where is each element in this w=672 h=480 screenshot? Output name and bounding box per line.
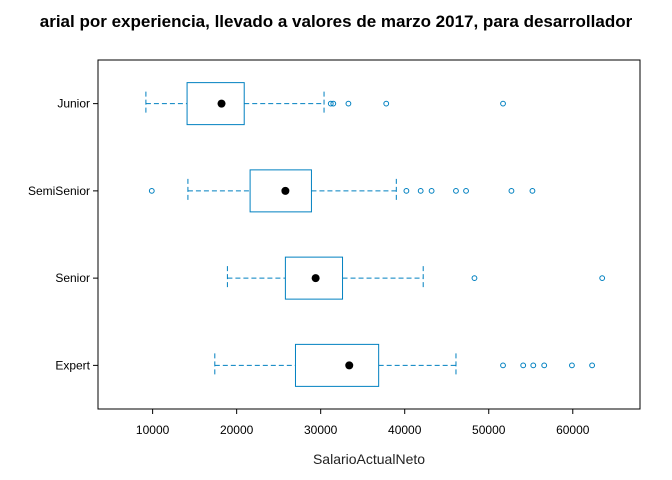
median-point	[217, 99, 226, 108]
iqr-box	[284, 256, 344, 300]
outlier-point	[417, 187, 424, 194]
outlier-point	[500, 100, 506, 107]
x-axis-label: SalarioActualNeto	[313, 451, 425, 467]
outlier-point	[529, 187, 536, 194]
y-tick-label: Senior	[55, 271, 90, 285]
outlier-point	[471, 275, 478, 282]
outlier-point	[345, 100, 352, 107]
outlier-point	[500, 362, 506, 369]
iqr-box	[294, 343, 380, 387]
median-point	[311, 274, 320, 283]
outlier-point	[508, 187, 515, 194]
chart-title: arial por experiencia, llevado a valores…	[40, 12, 633, 31]
outlier-point	[589, 362, 596, 369]
outlier-point	[327, 100, 334, 107]
outlier-point	[569, 362, 575, 369]
outlier-point	[428, 187, 435, 194]
iqr-box	[186, 82, 245, 126]
x-tick-label: 10000	[136, 423, 170, 437]
outlier-point	[330, 100, 337, 107]
y-tick-label: Junior	[57, 97, 90, 111]
y-tick-label: Expert	[55, 358, 90, 372]
y-tick-label: SemiSenior	[28, 184, 90, 198]
box-group-junior	[145, 82, 506, 126]
outlier-point	[383, 100, 390, 107]
box-group-senior	[226, 256, 606, 300]
outlier-point	[599, 275, 606, 282]
outlier-point	[403, 187, 410, 194]
outlier-point	[453, 187, 459, 194]
outlier-point	[530, 362, 537, 369]
x-tick-label: 50000	[472, 423, 506, 437]
iqr-box	[249, 169, 312, 213]
plot-frame	[97, 59, 641, 410]
y-axis: Junior SemiSenior Senior Expert	[28, 97, 98, 372]
outlier-point	[463, 187, 469, 194]
x-tick-label: 60000	[556, 423, 590, 437]
outlier-point	[520, 362, 527, 369]
x-axis: 10000 20000 30000 40000 50000 60000	[136, 409, 590, 437]
x-tick-label: 30000	[304, 423, 338, 437]
box-group-semisenior	[148, 169, 536, 213]
outlier-point	[148, 187, 155, 194]
x-tick-label: 40000	[388, 423, 422, 437]
boxes-layer	[145, 82, 606, 387]
box-group-expert	[214, 343, 596, 387]
x-tick-label: 20000	[220, 423, 254, 437]
outlier-point	[541, 362, 548, 369]
median-point	[345, 361, 354, 370]
median-point	[281, 186, 290, 195]
